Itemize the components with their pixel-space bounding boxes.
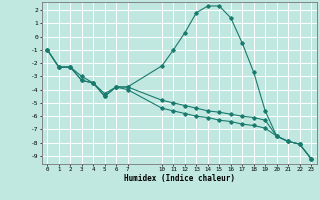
X-axis label: Humidex (Indice chaleur): Humidex (Indice chaleur)	[124, 174, 235, 183]
